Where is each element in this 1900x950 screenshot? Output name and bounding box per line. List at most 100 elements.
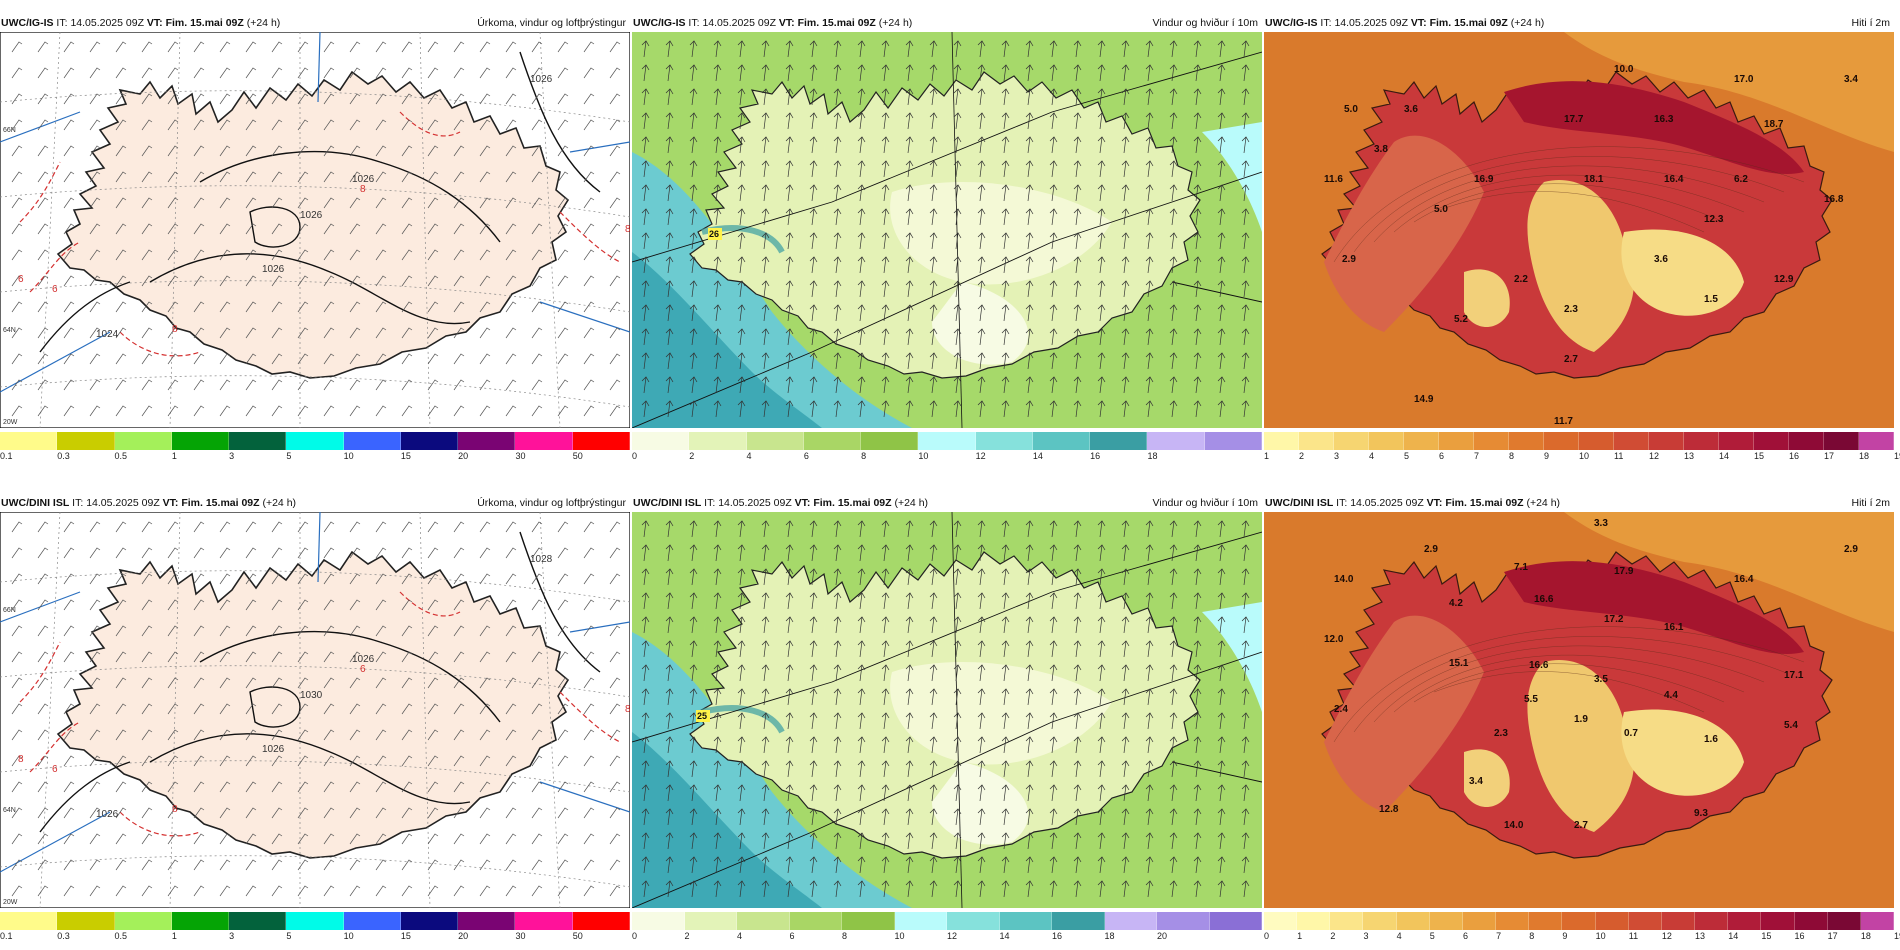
wind-barb [11,171,23,183]
temperature-value: 2.4 [1334,704,1348,715]
wind-arrow [641,184,650,202]
wind-arrow [665,112,674,130]
wind-arrow [713,88,722,106]
wind-arrow [953,112,962,130]
wind-arrow [905,688,914,706]
wind-barb [89,223,101,235]
wind-arrow [641,328,650,346]
wind-barb [583,755,595,767]
colorbar-tick-label: 15 [1754,451,1765,461]
wind-arrow [1169,736,1178,754]
wind-arrow [713,256,722,274]
isotherm-line [1433,191,1705,233]
wind-barb [505,755,517,767]
isotherm [559,211,621,263]
wind-arrow [833,184,842,202]
wind-barb [89,521,101,533]
model-name: UWC/IG-IS [633,17,686,29]
wind-arrow [1169,160,1178,178]
wind-barb [245,885,257,897]
isotherm-label: 6 [52,284,58,295]
wind-arrow [1217,160,1226,178]
isotherm-line [1393,654,1745,713]
wind-arrow [1121,856,1130,874]
wind-arrow [641,760,650,778]
wind-arrow [1097,304,1106,322]
wind-barb [479,405,491,417]
wind-barb [427,67,439,79]
wind-barb [115,197,127,209]
wind-barb [531,755,543,767]
isobar [199,150,501,243]
wind-arrow [881,640,890,658]
wind-arrow [881,256,890,274]
temperature-value: 6.2 [1734,174,1748,185]
wind-arrow [977,616,986,634]
colorbar [632,912,1262,930]
wind-map: 26 [632,32,1262,428]
wind-arrow [665,640,674,658]
wind-arrow [857,808,866,826]
wind-arrow [1193,64,1202,82]
wind-arrow [953,376,962,394]
wind-arrow [1049,736,1058,754]
wind-barb [531,703,543,715]
wind-arrow [1001,832,1010,850]
isotherm-line [1373,645,1765,723]
wind-barb [89,301,101,313]
temperature-value: 2.2 [1514,274,1528,285]
wind-arrow [1049,208,1058,226]
colorbar-swatch [286,432,344,450]
wind-arrow [929,160,938,178]
wind-barb [479,197,491,209]
wind-arrow [1001,112,1010,130]
wind-barb [401,327,413,339]
wind-arrow [905,352,914,370]
lead-time: (+24 h) [246,17,281,29]
vt-value: Fim. 15.mai 09Z [1429,17,1508,29]
colorbar-tick-label: 2 [689,451,695,461]
wind-arrow [1121,352,1130,370]
wind-arrow [689,808,698,826]
colorbar-swatch [975,432,1033,450]
wind-arrow [713,688,722,706]
graticule-line [419,32,431,428]
wind-barb [531,781,543,793]
wind-arrow [1169,136,1178,154]
wind-barb [89,379,101,391]
wind-barb [115,67,127,79]
wind-barb [583,599,595,611]
wind-barb [557,275,569,287]
it-label: IT: [1336,497,1348,509]
wind-arrow [857,304,866,322]
wind-arrow [929,520,938,538]
wind-barb [297,93,309,105]
wind-barb [193,781,205,793]
colorbar-swatch [1529,912,1563,930]
wind-arrow [1025,88,1034,106]
wind-arrow [857,760,866,778]
wind-arrow [1121,568,1130,586]
it-label: IT: [688,17,700,29]
wind-arrow [1049,304,1058,322]
wind-barb [297,755,309,767]
wind-barb [531,353,543,365]
wind-arrow [1001,64,1010,82]
wind-barb [583,833,595,845]
wind-arrow [1049,568,1058,586]
wind-barb [193,145,205,157]
wind-arrow [1049,184,1058,202]
wind-barb [63,327,75,339]
wind-barb [349,119,361,131]
wind-barb [375,859,387,871]
wind-arrow [1073,256,1082,274]
wind-arrow [1145,712,1154,730]
wind-barb [401,859,413,871]
wind-barb [349,41,361,53]
wind-arrow [953,760,962,778]
panel-wind-ig: UWC/IG-IS IT: 14.05.2025 09Z VT: Fim. 15… [632,14,1262,464]
wind-arrow [1241,328,1250,346]
colorbar-swatch [1104,912,1157,930]
wind-barb [115,171,127,183]
wind-arrow [881,304,890,322]
